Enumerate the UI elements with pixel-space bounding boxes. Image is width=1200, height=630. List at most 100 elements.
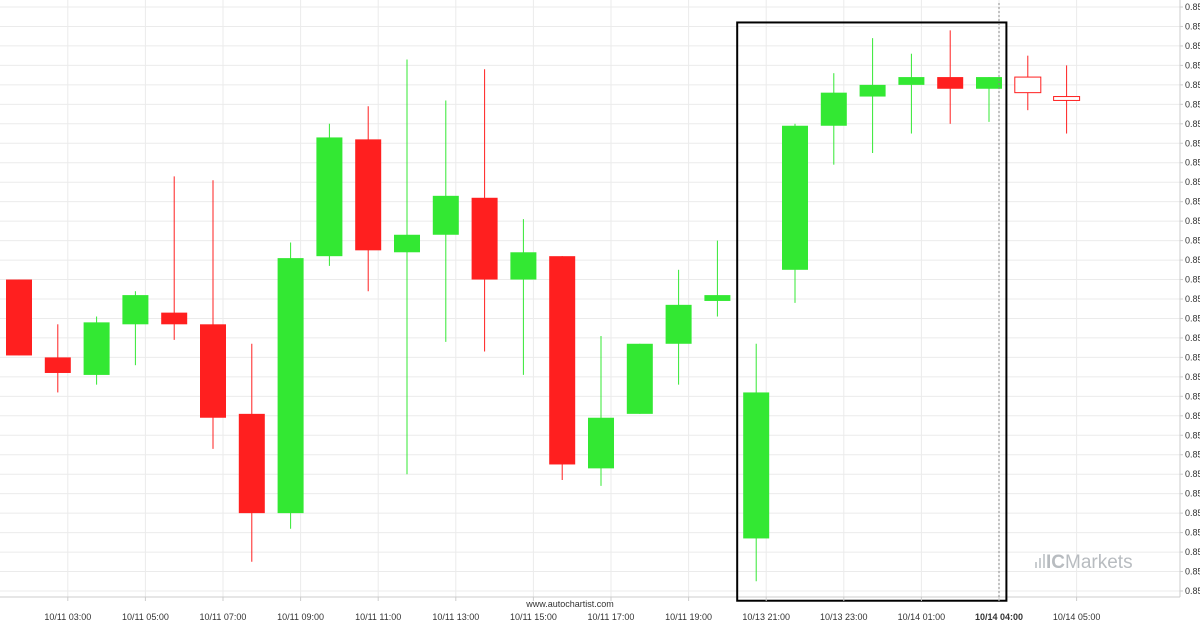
y-tick-label: 0.8566 <box>1185 411 1200 421</box>
y-tick-label: 0.8580 <box>1185 138 1200 148</box>
y-tick-label: 0.8578 <box>1185 177 1200 187</box>
overlay <box>736 3 1008 602</box>
candle-bullish <box>782 123 808 303</box>
y-tick-label: 0.8564 <box>1185 450 1200 460</box>
x-tick-label: 10/11 17:00 <box>588 612 635 622</box>
y-tick-label: 0.8576 <box>1185 216 1200 226</box>
candle-bearish <box>355 106 382 292</box>
candle-body <box>588 417 614 469</box>
y-tick-label: 0.8584 <box>1185 60 1200 70</box>
candle-body <box>471 197 498 280</box>
candles <box>6 30 1081 582</box>
candle-body <box>976 77 1002 89</box>
y-tick-label: 0.8568 <box>1185 372 1200 382</box>
candle-body <box>1053 96 1081 101</box>
brand-logo: ICMarkets <box>1035 552 1133 573</box>
candle-bullish <box>859 38 886 153</box>
x-tick-label: 10/11 03:00 <box>44 612 91 622</box>
candle-body <box>6 279 32 356</box>
y-tick-label: 0.8565 <box>1185 430 1200 440</box>
x-tick-label: 10/11 11:00 <box>355 612 401 622</box>
brand-bars-icon <box>1035 554 1045 568</box>
candle-bullish <box>704 240 731 317</box>
candle-body <box>937 77 964 89</box>
x-tick-label: 10/11 07:00 <box>200 612 247 622</box>
y-tick-label: 0.8560 <box>1185 528 1200 538</box>
x-tick-label: 10/14 05:00 <box>1053 612 1101 622</box>
candle-body <box>626 343 653 414</box>
candle-bullish <box>626 343 653 414</box>
candle-bearish <box>238 343 265 562</box>
candle-body <box>665 304 692 344</box>
x-tick-label: 10/11 15:00 <box>510 612 557 622</box>
candle-bullish <box>83 316 110 385</box>
candle-bullish <box>394 59 420 475</box>
candle-bearish <box>937 30 964 124</box>
candle-bullish <box>588 335 614 486</box>
candle-body <box>161 312 188 325</box>
x-tick-label: 10/14 01:00 <box>898 612 946 622</box>
candle-body <box>898 77 925 85</box>
y-tick-label: 0.8582 <box>1185 99 1200 109</box>
x-tick-label: 10/14 04:00 <box>975 612 1023 622</box>
candle-body <box>432 195 459 235</box>
y-tick-label: 0.8558 <box>1185 567 1200 577</box>
candle-bearish <box>549 256 576 481</box>
y-tick-label: 0.8586 <box>1185 21 1200 31</box>
pattern-highlight-box <box>736 21 1008 602</box>
y-tick-label: 0.8581 <box>1185 119 1200 129</box>
y-tick-label: 0.8572 <box>1185 294 1200 304</box>
y-tick-label: 0.8573 <box>1185 275 1200 285</box>
y-tick-label: 0.8585 <box>1185 41 1200 51</box>
candle-bearish <box>161 176 188 340</box>
candle-body <box>743 392 770 539</box>
candle-bullish <box>976 77 1002 122</box>
candle-bullish <box>510 219 537 375</box>
candle-bullish <box>122 291 149 366</box>
candle-bullish <box>743 343 770 582</box>
y-tick-label: 0.8571 <box>1185 313 1200 323</box>
y-tick-label: 0.8563 <box>1185 469 1200 479</box>
candle-body <box>820 92 847 126</box>
candle-body <box>394 234 420 253</box>
y-tick-label: 0.8574 <box>1185 255 1200 265</box>
y-tick-label: 0.8575 <box>1185 236 1200 246</box>
candle-bullish <box>898 53 925 134</box>
candle-bullish <box>277 242 304 529</box>
projected-candle <box>1014 55 1042 111</box>
source-label: www.autochartist.com <box>525 599 614 609</box>
y-tick-label: 0.8567 <box>1185 391 1200 401</box>
candle-body <box>1014 76 1042 94</box>
x-axis-ticks: 10/11 03:00 10/11 05:00 10/11 07:00 10/11 0… <box>44 597 1100 622</box>
y-tick-label: 0.8569 <box>1185 352 1200 362</box>
y-tick-label: 0.8583 <box>1185 80 1200 90</box>
candle-bullish <box>665 269 692 385</box>
x-tick-label: 10/13 21:00 <box>742 612 790 622</box>
x-tick-label: 10/11 09:00 <box>277 612 324 622</box>
candle-body <box>549 256 576 465</box>
x-tick-label: 10/13 23:00 <box>820 612 868 622</box>
candle-bearish <box>471 69 498 352</box>
candle-body <box>355 139 382 251</box>
y-tick-label: 0.8579 <box>1185 158 1200 168</box>
candle-bullish <box>316 123 343 266</box>
candle-body <box>238 413 265 514</box>
candle-body <box>200 324 226 418</box>
y-tick-label: 0.8577 <box>1185 197 1200 207</box>
y-tick-label: 0.8587 <box>1185 2 1200 12</box>
candle-body <box>316 137 343 257</box>
candle-body <box>44 357 71 373</box>
x-tick-label: 10/11 05:00 <box>122 612 169 622</box>
candle-bearish <box>6 279 32 356</box>
x-tick-label: 10/11 19:00 <box>665 612 712 622</box>
candle-body <box>277 258 304 514</box>
svg-text:ICMarkets: ICMarkets <box>1046 552 1133 573</box>
y-axis-ticks: 0.8587 0.8586 0.8585 0.8584 0.8583 0.8582 0.85… <box>1180 2 1200 596</box>
candle-bearish <box>44 324 71 393</box>
brand-prefix: IC <box>1046 552 1065 573</box>
candle-body <box>122 295 149 325</box>
brand-name: Markets <box>1065 552 1133 573</box>
grid-lines <box>0 0 1180 597</box>
candle-bullish <box>820 73 847 165</box>
